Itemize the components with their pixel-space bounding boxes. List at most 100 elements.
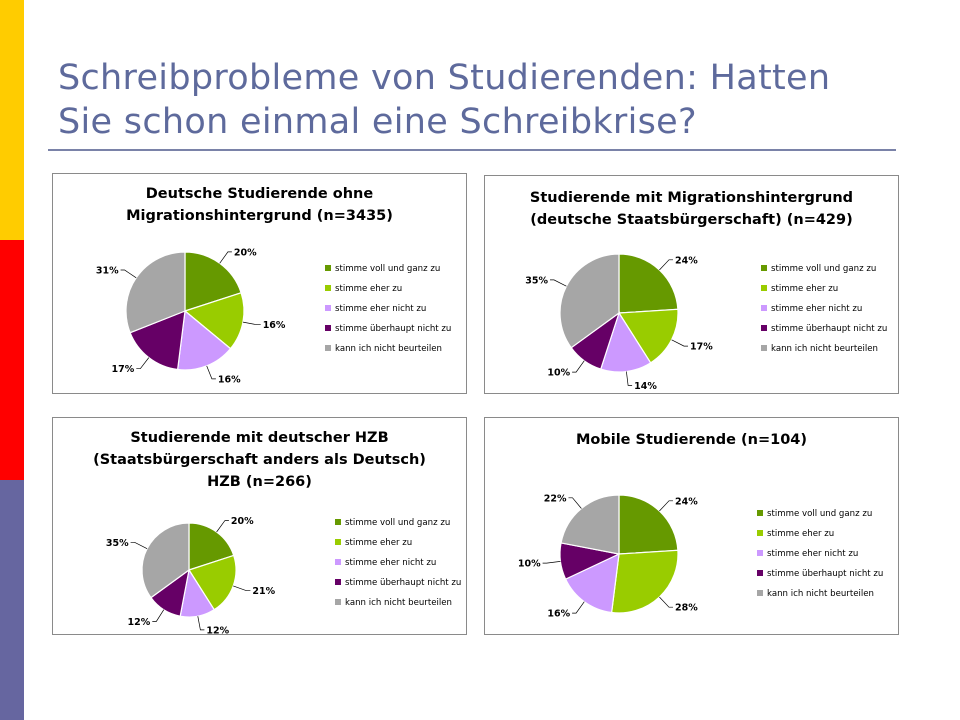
pie-chart-svg: Deutsche Studierende ohne Migrationshinte… <box>96 186 452 385</box>
chart-title-line: (Staatsbürgerschaft anders als Deutsch) <box>93 452 426 468</box>
legend-swatch <box>325 265 331 271</box>
pie-leader-line <box>136 357 150 370</box>
pie-data-label: 20% <box>231 516 254 527</box>
legend-label: stimme eher zu <box>335 284 402 294</box>
pie-leader-line <box>550 279 567 287</box>
legend-label: stimme überhaupt nicht zu <box>345 578 461 588</box>
legend-swatch <box>335 559 341 565</box>
legend-label: stimme voll und ganz zu <box>335 264 440 274</box>
pie-slice-5 <box>560 494 620 555</box>
legend-label: stimme überhaupt nicht zu <box>767 569 883 579</box>
pie-leader-line <box>197 616 205 631</box>
pie-leader-line <box>659 500 673 512</box>
pie-slice-2 <box>183 292 245 350</box>
pie-data-label: 17% <box>690 342 713 353</box>
legend-label: stimme eher zu <box>771 284 838 294</box>
legend-swatch <box>757 570 763 576</box>
pie-leader-line <box>626 371 633 386</box>
chart-panel-deutsche-ohne-migration: Deutsche Studierende ohne Migrationshinte… <box>52 173 467 394</box>
legend-label: stimme eher nicht zu <box>767 549 858 559</box>
pie-slice-3 <box>176 309 232 371</box>
legend-swatch <box>757 510 763 516</box>
chart-title-line: Deutsche Studierende ohne <box>146 186 374 202</box>
chart-title-line: Migrationshintergrund (n=3435) <box>126 208 393 224</box>
accent-bar-blue <box>0 480 24 720</box>
pie-leader-line <box>659 596 673 608</box>
pie-data-label: 20% <box>234 247 257 258</box>
pie-data-label: 10% <box>518 559 541 570</box>
legend-swatch <box>761 285 767 291</box>
slide-title: Schreibprobleme von Studierenden: Hatten… <box>58 56 918 144</box>
pie-data-label: 31% <box>96 266 119 277</box>
pie-slice-1 <box>188 522 235 571</box>
legend-swatch <box>757 590 763 596</box>
pie-slice-4 <box>129 310 186 371</box>
accent-bar-red <box>0 240 24 480</box>
pie-leader-line <box>216 520 229 533</box>
legend-swatch <box>335 519 341 525</box>
pie-leader-line <box>572 360 585 373</box>
pie-chart-svg: Mobile Studierende (n=104) 24% 28% 16% 10% 22… <box>518 432 884 620</box>
chart-panel-mobile-studierende: Mobile Studierende (n=104) 24% 28% 16% 10% 22… <box>484 417 899 635</box>
pie-slice-1 <box>618 494 679 555</box>
chart-panel-mit-migrationshintergrund: Studierende mit Migrationshintergrund (de… <box>484 175 899 394</box>
legend-label: kann ich nicht beurteilen <box>335 344 442 354</box>
legend-swatch <box>325 305 331 311</box>
legend-label: stimme überhaupt nicht zu <box>771 324 887 334</box>
pie-leader-line <box>233 585 251 592</box>
pie-leader-line <box>572 601 585 614</box>
slide-title-line-1: Schreibprobleme von Studierenden: Hatten <box>58 58 831 98</box>
pie-data-label: 16% <box>547 609 570 620</box>
pie-slice-2 <box>188 554 237 611</box>
legend-label: stimme voll und ganz zu <box>767 509 872 519</box>
legend-swatch <box>761 265 767 271</box>
pie-data-label: 17% <box>112 364 135 375</box>
pie-leader-line <box>130 541 148 550</box>
pie-leader-line <box>206 365 216 380</box>
pie-slice-1 <box>618 253 679 314</box>
legend-label: stimme eher zu <box>345 538 412 548</box>
pie-data-label: 28% <box>675 603 698 614</box>
legend-swatch <box>325 345 331 351</box>
pie-slice-3 <box>600 311 652 373</box>
legend-swatch <box>757 550 763 556</box>
legend-swatch <box>325 325 331 331</box>
legend-swatch <box>335 579 341 585</box>
legend-swatch <box>325 285 331 291</box>
chart-title-line: Mobile Studierende (n=104) <box>576 432 807 448</box>
legend-swatch <box>761 325 767 331</box>
legend-label: stimme eher zu <box>767 529 834 539</box>
pie-slice-5 <box>141 522 190 599</box>
pie-leader-line <box>120 269 137 279</box>
accent-bar-yellow <box>0 0 24 240</box>
pie-data-label: 21% <box>252 586 275 597</box>
legend-label: stimme eher nicht zu <box>345 558 436 568</box>
chart-title-line: Studierende mit deutscher HZB <box>130 430 388 446</box>
pie-leader-line <box>671 339 688 347</box>
legend-label: stimme voll und ganz zu <box>771 264 876 274</box>
pie-data-label: 14% <box>634 381 657 392</box>
legend-label: stimme voll und ganz zu <box>345 518 450 528</box>
slide-title-line-2: Sie schon einmal eine Schreibkrise? <box>58 102 697 142</box>
pie-leader-line <box>659 259 673 271</box>
legend-label: kann ich nicht beurteilen <box>771 344 878 354</box>
pie-slice-5 <box>125 251 186 334</box>
pie-leader-line <box>152 609 165 622</box>
legend-label: stimme eher nicht zu <box>335 304 426 314</box>
chart-title-line: HZB (n=266) <box>207 474 312 490</box>
legend-label: kann ich nicht beurteilen <box>345 598 452 608</box>
legend-label: kann ich nicht beurteilen <box>767 589 874 599</box>
pie-data-label: 16% <box>218 374 241 385</box>
chart-title-line: (deutsche Staatsbürgerschaft) (n=429) <box>530 212 853 228</box>
pie-data-label: 24% <box>675 255 698 266</box>
pie-chart-svg: Studierende mit deutscher HZB (Staatsbürg… <box>93 430 461 634</box>
pie-slice-2 <box>610 549 679 614</box>
pie-data-label: 12% <box>128 617 151 628</box>
legend-swatch <box>335 599 341 605</box>
pie-data-label: 22% <box>544 493 567 504</box>
pie-slice-2 <box>617 308 679 364</box>
pie-leader-line <box>242 321 261 326</box>
chart-title-line: Studierende mit Migrationshintergrund <box>530 190 853 206</box>
pie-data-label: 24% <box>675 496 698 507</box>
legend-swatch <box>761 345 767 351</box>
